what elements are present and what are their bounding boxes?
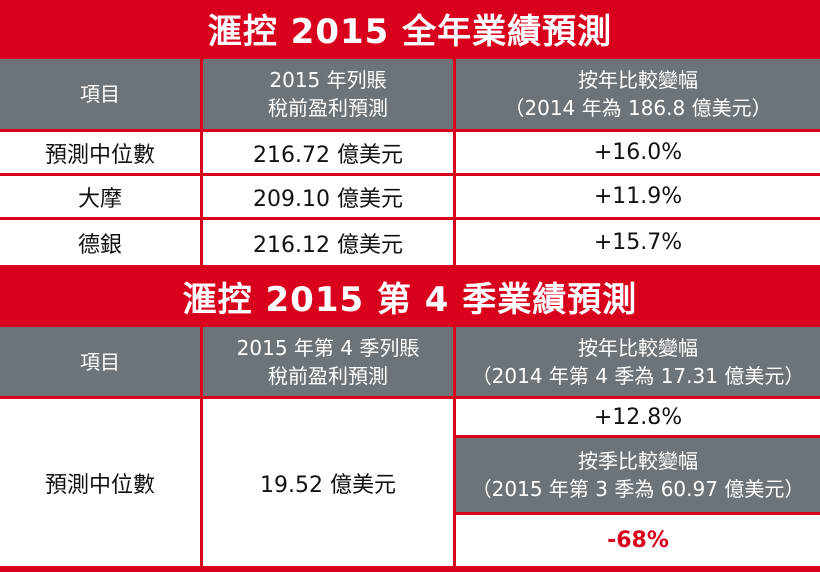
table1-row1-forecast: 216.72 億美元 [203, 132, 453, 173]
table1-header-forecast-line2: 稅前盈利預測 [268, 96, 388, 120]
table2-header-forecast-line1: 2015 年第 4 季列賬 [236, 335, 420, 360]
table2-title: 滙控 2015 第 4 季業績預測 [0, 268, 820, 324]
table1-divider [0, 217, 820, 220]
table2-divider [0, 396, 820, 399]
bottom-border [0, 566, 820, 572]
table1-col-divider [453, 56, 456, 268]
table2-row-yoy-change: +12.8% [456, 399, 820, 435]
table1-row1-change: +16.0% [456, 132, 820, 173]
table1-divider [0, 129, 820, 132]
table1-header-forecast-line1: 2015 年列賬 [269, 68, 387, 92]
table1-divider [0, 173, 820, 176]
table2-divider [453, 512, 820, 515]
table1-col-divider [200, 56, 203, 268]
table2-divider [453, 435, 820, 438]
table1-header-change-line2: （2014 年為 186.8 億美元） [504, 96, 772, 120]
table2-header-change-line2: （2014 年第 4 季為 17.31 億美元） [471, 363, 805, 388]
table2-qoq-change: -68% [456, 515, 820, 566]
table2-row-forecast: 19.52 億美元 [203, 399, 453, 566]
table1-header-item: 項目 [0, 59, 200, 129]
table2-col-divider [200, 324, 203, 569]
table1-title: 滙控 2015 全年業績預測 [0, 0, 820, 56]
table1-row3-name: 德銀 [0, 220, 200, 265]
table1-row2-change: +11.9% [456, 176, 820, 217]
table1-row3-forecast: 216.12 億美元 [203, 220, 453, 265]
table2-divider [0, 324, 820, 327]
table1-divider [0, 265, 820, 268]
table2-qoq-header-line2: （2015 年第 3 季為 60.97 億美元） [471, 477, 805, 501]
table1-row2-forecast: 209.10 億美元 [203, 176, 453, 217]
table1-header-change-line1: 按年比較變幅 [578, 68, 698, 92]
table1-header-forecast: 2015 年列賬 稅前盈利預測 [203, 59, 453, 129]
table2-header-forecast: 2015 年第 4 季列賬 稅前盈利預測 [203, 327, 453, 396]
table2-row-name: 預測中位數 [0, 399, 200, 566]
table1-row2-name: 大摩 [0, 176, 200, 217]
table1-header-change: 按年比較變幅 （2014 年為 186.8 億美元） [456, 59, 820, 129]
table2-header-item: 項目 [0, 327, 200, 396]
table1-row1-name: 預測中位數 [0, 132, 200, 173]
table1-row3-change: +15.7% [456, 220, 820, 265]
table2-header-change: 按年比較變幅 （2014 年第 4 季為 17.31 億美元） [456, 327, 820, 396]
table2-qoq-header-line1: 按季比較變幅 [578, 449, 698, 473]
table2-header-forecast-line2: 稅前盈利預測 [268, 363, 388, 388]
table1-divider [0, 56, 820, 59]
table2-qoq-header: 按季比較變幅 （2015 年第 3 季為 60.97 億美元） [456, 438, 820, 512]
table2-header-change-line1: 按年比較變幅 [578, 335, 698, 360]
table2-col-divider [453, 324, 456, 569]
